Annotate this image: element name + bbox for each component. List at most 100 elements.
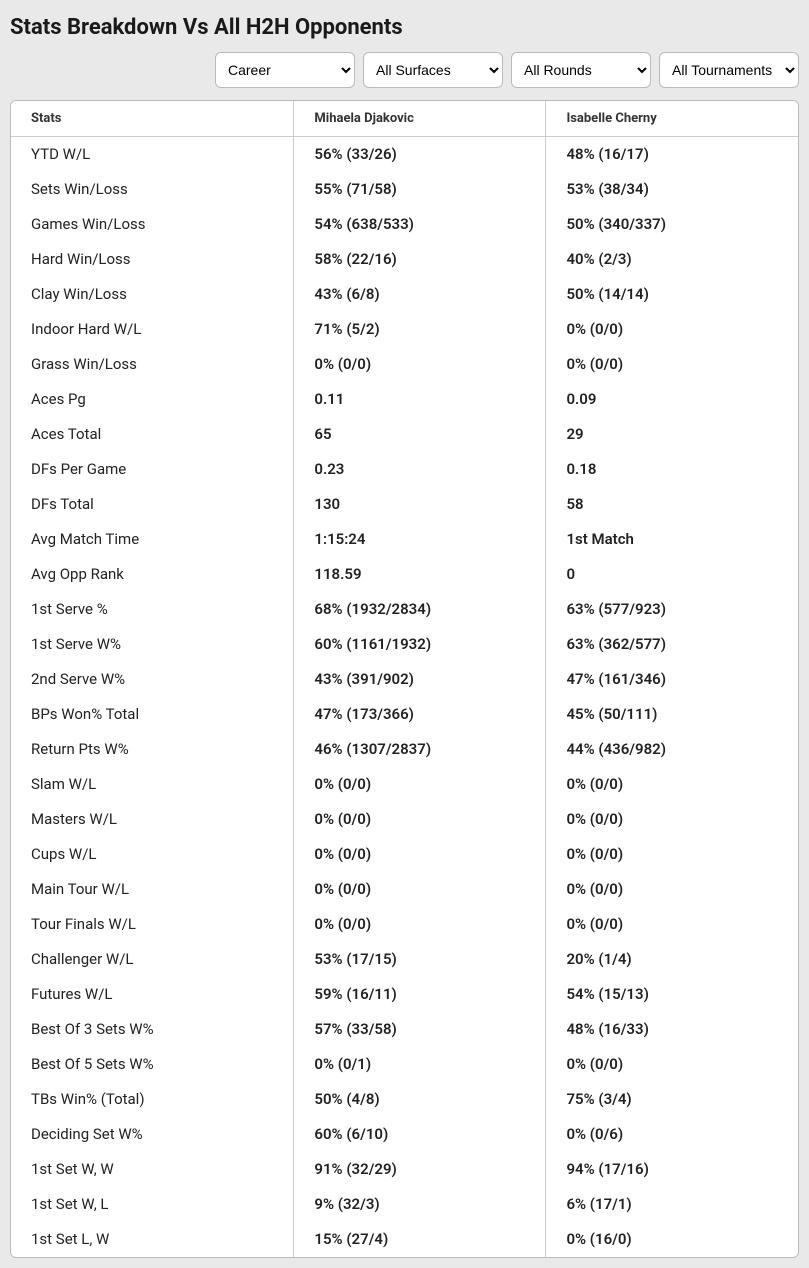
stat-label: Best Of 3 Sets W% — [11, 1012, 294, 1047]
table-row: Sets Win/Loss55% (71/58)53% (38/34) — [11, 172, 798, 207]
stat-p1-value: 0.11 — [294, 382, 546, 417]
stat-p1-value: 56% (33/26) — [294, 137, 546, 172]
table-row: Avg Match Time1:15:241st Match — [11, 522, 798, 557]
stat-p2-value: 75% (3/4) — [546, 1082, 798, 1117]
stat-p2-value: 0.09 — [546, 382, 798, 417]
stat-label: TBs Win% (Total) — [11, 1082, 294, 1117]
col-header-player1: Mihaela Djakovic — [294, 101, 546, 137]
table-row: Main Tour W/L0% (0/0)0% (0/0) — [11, 872, 798, 907]
stat-p1-value: 57% (33/58) — [294, 1012, 546, 1047]
stat-label: Cups W/L — [11, 837, 294, 872]
table-row: DFs Per Game0.230.18 — [11, 452, 798, 487]
stat-p2-value: 45% (50/111) — [546, 697, 798, 732]
stat-p2-value: 47% (161/346) — [546, 662, 798, 697]
table-row: 2nd Serve W%43% (391/902)47% (161/346) — [11, 662, 798, 697]
stat-p2-value: 0% (0/0) — [546, 312, 798, 347]
stat-p1-value: 130 — [294, 487, 546, 522]
stat-p1-value: 43% (391/902) — [294, 662, 546, 697]
stat-p2-value: 0% (0/0) — [546, 907, 798, 942]
table-row: 1st Set W, W91% (32/29)94% (17/16) — [11, 1152, 798, 1187]
stat-p1-value: 65 — [294, 417, 546, 452]
table-row: Cups W/L0% (0/0)0% (0/0) — [11, 837, 798, 872]
stat-p2-value: 63% (577/923) — [546, 592, 798, 627]
stat-p1-value: 55% (71/58) — [294, 172, 546, 207]
stat-p2-value: 53% (38/34) — [546, 172, 798, 207]
stat-label: Slam W/L — [11, 767, 294, 802]
stat-p1-value: 50% (4/8) — [294, 1082, 546, 1117]
stat-p1-value: 91% (32/29) — [294, 1152, 546, 1187]
stat-label: Futures W/L — [11, 977, 294, 1012]
stat-p1-value: 9% (32/3) — [294, 1187, 546, 1222]
stat-label: Games Win/Loss — [11, 207, 294, 242]
stat-p2-value: 50% (14/14) — [546, 277, 798, 312]
filter-surface[interactable]: All Surfaces — [363, 52, 503, 88]
page-title: Stats Breakdown Vs All H2H Opponents — [10, 15, 799, 40]
table-row: Masters W/L0% (0/0)0% (0/0) — [11, 802, 798, 837]
stat-p2-value: 0% (0/0) — [546, 802, 798, 837]
stat-label: Sets Win/Loss — [11, 172, 294, 207]
stat-p1-value: 0% (0/0) — [294, 347, 546, 382]
stat-p2-value: 0% (16/0) — [546, 1222, 798, 1257]
stat-p1-value: 0% (0/1) — [294, 1047, 546, 1082]
stat-p1-value: 0% (0/0) — [294, 802, 546, 837]
table-row: Futures W/L59% (16/11)54% (15/13) — [11, 977, 798, 1012]
stat-label: Best Of 5 Sets W% — [11, 1047, 294, 1082]
col-header-stats: Stats — [11, 101, 294, 137]
table-row: Tour Finals W/L0% (0/0)0% (0/0) — [11, 907, 798, 942]
stat-p1-value: 68% (1932/2834) — [294, 592, 546, 627]
stat-p2-value: 29 — [546, 417, 798, 452]
stat-p2-value: 0 — [546, 557, 798, 592]
table-row: 1st Serve %68% (1932/2834)63% (577/923) — [11, 592, 798, 627]
stat-p1-value: 60% (6/10) — [294, 1117, 546, 1152]
stat-label: 1st Serve W% — [11, 627, 294, 662]
stat-label: DFs Total — [11, 487, 294, 522]
stat-p1-value: 46% (1307/2837) — [294, 732, 546, 767]
stat-p1-value: 0% (0/0) — [294, 767, 546, 802]
stat-p2-value: 54% (15/13) — [546, 977, 798, 1012]
table-row: Grass Win/Loss0% (0/0)0% (0/0) — [11, 347, 798, 382]
table-row: TBs Win% (Total)50% (4/8)75% (3/4) — [11, 1082, 798, 1117]
table-row: DFs Total13058 — [11, 487, 798, 522]
stat-label: Clay Win/Loss — [11, 277, 294, 312]
col-header-player2: Isabelle Cherny — [546, 101, 798, 137]
table-row: Deciding Set W%60% (6/10)0% (0/6) — [11, 1117, 798, 1152]
stat-p1-value: 59% (16/11) — [294, 977, 546, 1012]
stat-p1-value: 0% (0/0) — [294, 837, 546, 872]
table-header-row: Stats Mihaela Djakovic Isabelle Cherny — [11, 101, 798, 137]
stat-label: Challenger W/L — [11, 942, 294, 977]
stat-p1-value: 71% (5/2) — [294, 312, 546, 347]
table-row: Aces Pg0.110.09 — [11, 382, 798, 417]
stats-table: Stats Mihaela Djakovic Isabelle Cherny Y… — [11, 101, 798, 1257]
stat-label: Deciding Set W% — [11, 1117, 294, 1152]
table-row: Games Win/Loss54% (638/533)50% (340/337) — [11, 207, 798, 242]
stat-label: Masters W/L — [11, 802, 294, 837]
stat-p1-value: 43% (6/8) — [294, 277, 546, 312]
filter-period[interactable]: Career — [215, 52, 355, 88]
stat-label: DFs Per Game — [11, 452, 294, 487]
stat-label: Aces Total — [11, 417, 294, 452]
stat-p2-value: 0% (0/0) — [546, 347, 798, 382]
stat-label: Tour Finals W/L — [11, 907, 294, 942]
stat-label: Aces Pg — [11, 382, 294, 417]
stat-label: Grass Win/Loss — [11, 347, 294, 382]
stat-p2-value: 58 — [546, 487, 798, 522]
table-row: Hard Win/Loss58% (22/16)40% (2/3) — [11, 242, 798, 277]
table-row: Aces Total6529 — [11, 417, 798, 452]
stat-p1-value: 58% (22/16) — [294, 242, 546, 277]
stat-p2-value: 20% (1/4) — [546, 942, 798, 977]
stat-label: Avg Opp Rank — [11, 557, 294, 592]
table-row: 1st Set W, L9% (32/3)6% (17/1) — [11, 1187, 798, 1222]
stat-label: BPs Won% Total — [11, 697, 294, 732]
filter-tournament[interactable]: All Tournaments — [659, 52, 799, 88]
stat-p2-value: 6% (17/1) — [546, 1187, 798, 1222]
stat-label: 1st Set L, W — [11, 1222, 294, 1257]
filter-round[interactable]: All Rounds — [511, 52, 651, 88]
table-row: BPs Won% Total47% (173/366)45% (50/111) — [11, 697, 798, 732]
stat-p1-value: 53% (17/15) — [294, 942, 546, 977]
table-row: Avg Opp Rank118.590 — [11, 557, 798, 592]
stat-label: 1st Set W, L — [11, 1187, 294, 1222]
stat-p2-value: 48% (16/17) — [546, 137, 798, 172]
stat-p1-value: 118.59 — [294, 557, 546, 592]
table-row: 1st Set L, W15% (27/4)0% (16/0) — [11, 1222, 798, 1257]
stat-label: Return Pts W% — [11, 732, 294, 767]
